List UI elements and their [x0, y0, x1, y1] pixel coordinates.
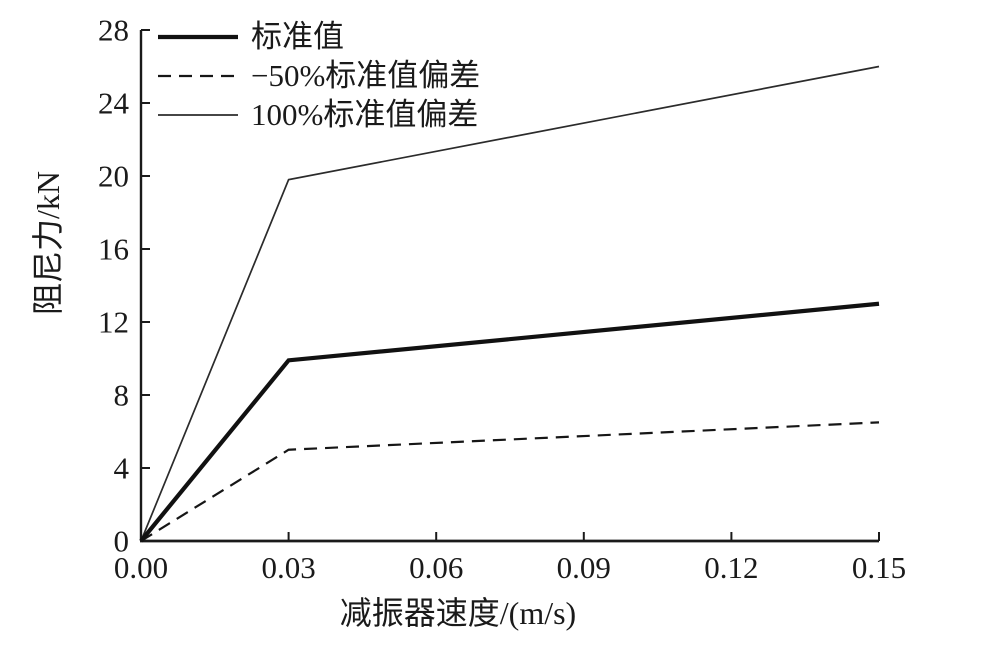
x-tick-label: 0.12 — [704, 550, 758, 585]
legend-line-sample-solid-thick-icon — [158, 34, 238, 39]
y-tick-label: 16 — [98, 232, 129, 267]
x-axis-title: 减振器速度/(m/s) — [339, 595, 577, 631]
y-tick-label: 28 — [98, 13, 129, 48]
y-tick-label: 4 — [114, 451, 130, 486]
series-line-1 — [140, 421, 880, 542]
series-line-2 — [140, 65, 880, 542]
legend-label-plus100: 100%标准值偏差 — [251, 97, 479, 132]
legend: 标准值 −50%标准值偏差 100%标准值偏差 — [157, 17, 480, 134]
legend-line-sample-solid-thin-icon — [158, 113, 238, 116]
x-tick-label: 0.09 — [557, 550, 611, 585]
y-tick-label: 0 — [114, 524, 130, 559]
y-tick-label: 20 — [98, 159, 129, 194]
x-tick-label: 0.06 — [409, 550, 463, 585]
legend-item-standard: 标准值 — [157, 17, 480, 56]
legend-label-minus50: −50%标准值偏差 — [251, 58, 481, 93]
series-line-0 — [139, 301, 880, 543]
y-tick-label: 12 — [98, 305, 129, 340]
legend-line-sample-dashed-icon — [158, 74, 238, 77]
y-axis-title: 阻尼力/kN — [30, 170, 66, 316]
legend-label-standard: 标准值 — [251, 19, 344, 54]
y-tick-label: 8 — [114, 378, 130, 413]
x-tick-label: 0.15 — [852, 550, 906, 585]
legend-item-plus100: 100%标准值偏差 — [157, 95, 480, 134]
x-tick-label: 0.03 — [261, 550, 315, 585]
legend-item-minus50: −50%标准值偏差 — [157, 56, 480, 95]
x-tick-label: 0.00 — [114, 550, 168, 585]
y-tick-label: 24 — [98, 86, 130, 121]
